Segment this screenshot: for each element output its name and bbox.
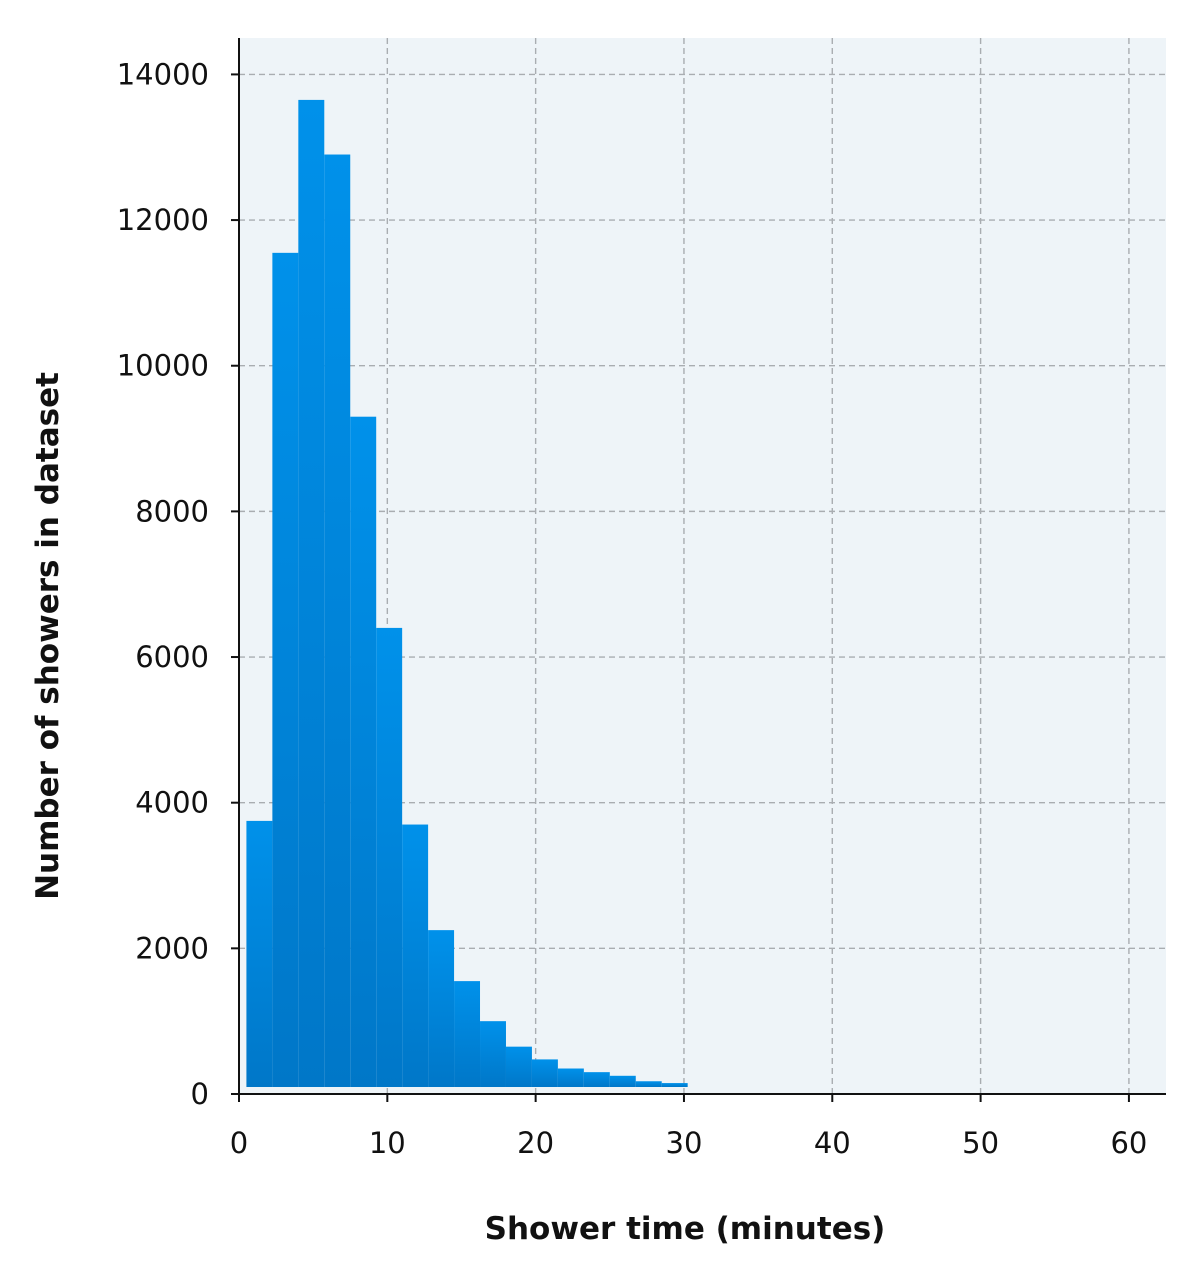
x-tick-label: 20 <box>517 1126 554 1160</box>
y-tick-label: 0 <box>191 1077 209 1111</box>
histogram-bars <box>246 99 688 1088</box>
histogram-bar <box>531 1059 558 1087</box>
histogram-bar <box>583 1072 610 1087</box>
x-tick-label: 0 <box>230 1126 248 1160</box>
x-tick-label: 30 <box>666 1126 703 1160</box>
histogram-bar <box>480 1021 506 1087</box>
histogram-bar <box>376 627 403 1087</box>
x-tick-label: 10 <box>369 1126 406 1160</box>
x-gridlines <box>386 38 1130 1094</box>
histogram-bar <box>557 1068 584 1087</box>
y-tick-label: 6000 <box>135 640 209 674</box>
x-tick-labels: 0 10 20 30 40 50 60 <box>230 1094 1147 1160</box>
y-tick-label: 10000 <box>117 349 209 383</box>
histogram-bar <box>428 930 455 1087</box>
y-tick-label: 12000 <box>117 203 209 237</box>
histogram-bar <box>609 1075 636 1087</box>
y-tick-label: 8000 <box>135 494 209 528</box>
histogram-bar <box>635 1081 662 1087</box>
y-tick-label: 2000 <box>135 931 209 965</box>
histogram-bar <box>324 154 351 1087</box>
y-axis-title: Number of showers in dataset <box>30 372 66 900</box>
x-axis-title: Shower time (minutes) <box>485 1211 886 1247</box>
histogram-bar <box>246 820 273 1087</box>
histogram-bar <box>661 1083 688 1087</box>
histogram-bar <box>402 824 429 1087</box>
histogram-bar <box>350 416 377 1087</box>
y-tick-label: 4000 <box>135 786 209 820</box>
y-tick-label: 14000 <box>117 57 209 91</box>
histogram-bar <box>505 1046 532 1087</box>
y-gridlines <box>239 73 1166 950</box>
x-tick-label: 60 <box>1110 1126 1147 1160</box>
histogram-bar <box>454 981 481 1087</box>
histogram-bar <box>272 252 299 1088</box>
y-tick-labels: 0 2000 4000 6000 8000 10000 12000 14000 <box>117 57 239 1111</box>
x-tick-label: 50 <box>962 1126 999 1160</box>
histogram-bar <box>298 99 325 1088</box>
x-tick-label: 40 <box>814 1126 851 1160</box>
